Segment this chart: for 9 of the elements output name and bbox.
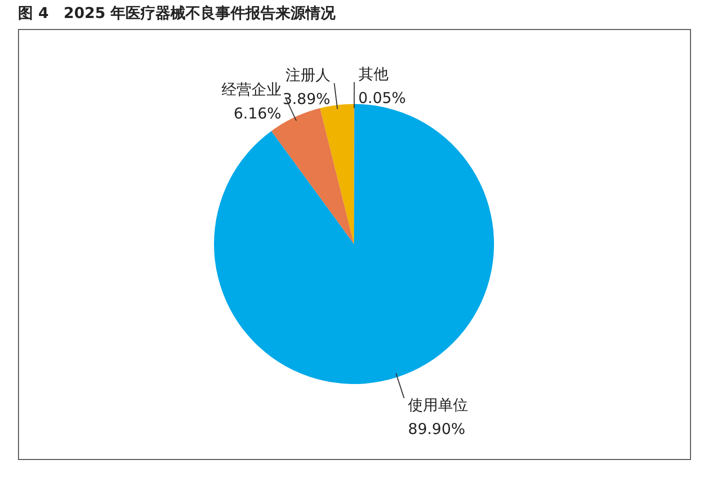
- data-label: 89.90%: [408, 420, 466, 438]
- slice-label: 使用单位: [408, 396, 468, 414]
- slice-label: 经营企业: [221, 80, 282, 98]
- slice-label: 注册人: [285, 66, 330, 84]
- data-label: 6.16%: [234, 104, 282, 122]
- data-label: 3.89%: [282, 90, 330, 108]
- chart-title: 图 4 2025 年医疗器械不良事件报告来源情况: [18, 4, 337, 22]
- slice-label: 其他: [358, 65, 388, 83]
- data-label: 0.05%: [358, 89, 406, 107]
